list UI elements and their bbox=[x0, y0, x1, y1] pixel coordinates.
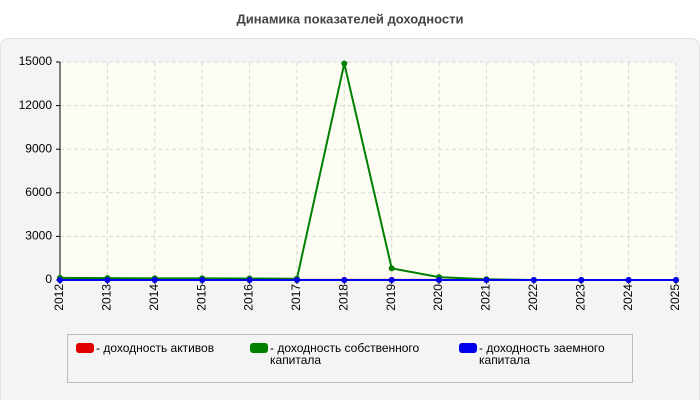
plot-area bbox=[60, 62, 676, 280]
legend-box bbox=[67, 334, 633, 383]
x-tick-label: 2021 bbox=[479, 284, 493, 311]
legend-swatch bbox=[76, 343, 94, 353]
data-point bbox=[57, 277, 63, 283]
x-tick-label: 2025 bbox=[668, 284, 682, 311]
y-tick-label: 3000 bbox=[25, 229, 52, 243]
x-tick-label: 2018 bbox=[336, 284, 350, 311]
x-tick-label: 2014 bbox=[147, 284, 161, 311]
data-point bbox=[199, 277, 206, 283]
legend-item: - доходность активов bbox=[76, 342, 236, 354]
y-tick-label: 12000 bbox=[19, 98, 53, 112]
x-tick-label: 2022 bbox=[526, 284, 540, 311]
x-tick-label: 2019 bbox=[384, 284, 398, 311]
y-tick-label: 15000 bbox=[19, 54, 53, 68]
data-point bbox=[151, 277, 158, 283]
legend-label: - доходность активов bbox=[96, 341, 215, 355]
x-tick-label: 2016 bbox=[242, 284, 256, 311]
data-point bbox=[246, 277, 253, 283]
x-tick-label: 2017 bbox=[289, 284, 303, 311]
data-point bbox=[483, 277, 490, 283]
data-point bbox=[388, 277, 395, 283]
data-point bbox=[436, 277, 443, 283]
legend-swatch bbox=[459, 343, 477, 353]
legend-label: - доходность собственного капитала bbox=[270, 341, 420, 367]
legend-item: - доходность заемного капитала bbox=[459, 342, 619, 366]
data-point bbox=[388, 265, 395, 272]
data-point bbox=[341, 277, 348, 283]
legend-item: - доходность собственного капитала bbox=[250, 342, 440, 366]
y-tick-label: 9000 bbox=[25, 141, 52, 155]
y-tick-label: 6000 bbox=[25, 185, 52, 199]
data-point bbox=[530, 277, 537, 283]
x-tick-label: 2015 bbox=[194, 284, 208, 311]
x-tick-label: 2020 bbox=[431, 284, 445, 311]
legend-swatch bbox=[250, 343, 268, 353]
y-tick-label: 0 bbox=[45, 272, 52, 286]
x-tick-label: 2013 bbox=[100, 284, 114, 311]
data-point bbox=[578, 277, 585, 283]
data-point bbox=[673, 277, 679, 283]
data-point bbox=[341, 60, 348, 67]
legend-label: - доходность заемного капитала bbox=[479, 341, 605, 367]
data-point bbox=[293, 277, 300, 283]
data-point bbox=[104, 277, 111, 283]
data-point bbox=[625, 277, 632, 283]
x-tick-label: 2024 bbox=[621, 284, 635, 311]
chart-title: Динамика показателей доходности bbox=[236, 11, 463, 26]
x-tick-label: 2023 bbox=[573, 284, 587, 311]
x-tick-label: 2012 bbox=[52, 284, 66, 311]
